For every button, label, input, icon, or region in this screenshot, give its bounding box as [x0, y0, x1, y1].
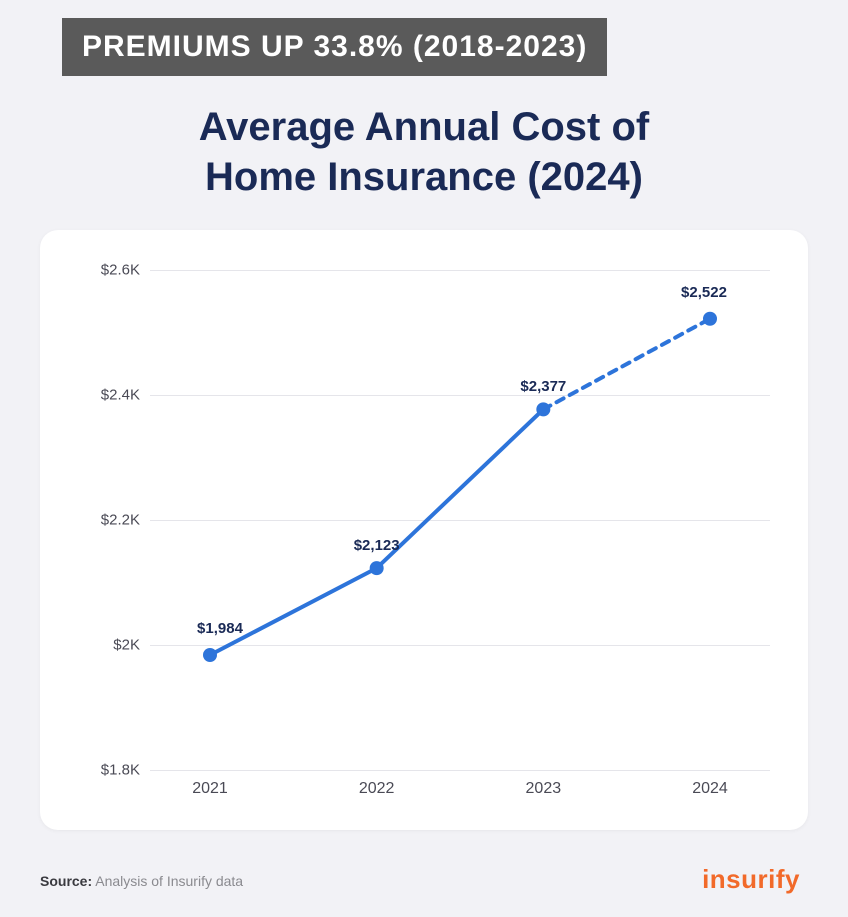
chart-plot-area: $1.8K$2K$2.2K$2.4K$2.6K2021202220232024$…: [150, 270, 770, 770]
source-attribution: Source: Analysis of Insurify data: [40, 873, 243, 889]
x-axis-label: 2023: [503, 780, 583, 798]
chart-line-segment: [543, 319, 710, 410]
title-line2: Home Insurance (2024): [205, 155, 643, 199]
x-axis-label: 2024: [670, 780, 750, 798]
data-point-label: $2,377: [520, 378, 566, 395]
brand-name: insurify: [702, 864, 800, 894]
chart-marker: [370, 561, 384, 575]
y-axis-label: $2K: [70, 637, 140, 654]
source-prefix: Source:: [40, 873, 92, 889]
data-point-label: $2,522: [681, 284, 727, 301]
brand-logo: insurify: [702, 864, 800, 895]
gridline: [150, 770, 770, 771]
y-axis-label: $2.2K: [70, 512, 140, 529]
banner-text: PREMIUMS UP 33.8% (2018-2023): [82, 30, 587, 63]
chart-card: $1.8K $2K $2.2K $2.4K $2.6K 2021 2022 2023 2024 $…: [40, 230, 808, 830]
x-axis-label: 2021: [170, 780, 250, 798]
chart-marker: [203, 648, 217, 662]
title-line1: Average Annual Cost of: [199, 105, 649, 149]
y-axis-label: $2.4K: [70, 387, 140, 404]
chart-marker: [536, 402, 550, 416]
headline-banner: PREMIUMS UP 33.8% (2018-2023): [62, 18, 607, 76]
chart-line-segment: [210, 568, 377, 655]
data-point-label: $2,123: [354, 537, 400, 554]
x-axis-label: 2022: [337, 780, 417, 798]
chart-line-segment: [377, 409, 544, 568]
data-point-label: $1,984: [197, 620, 243, 637]
chart-title: Average Annual Cost of Home Insurance (2…: [0, 102, 848, 202]
source-text: Analysis of Insurify data: [95, 873, 243, 889]
chart-marker: [703, 312, 717, 326]
y-axis-label: $2.6K: [70, 262, 140, 279]
y-axis-label: $1.8K: [70, 762, 140, 779]
line-chart-svg: [150, 270, 770, 770]
